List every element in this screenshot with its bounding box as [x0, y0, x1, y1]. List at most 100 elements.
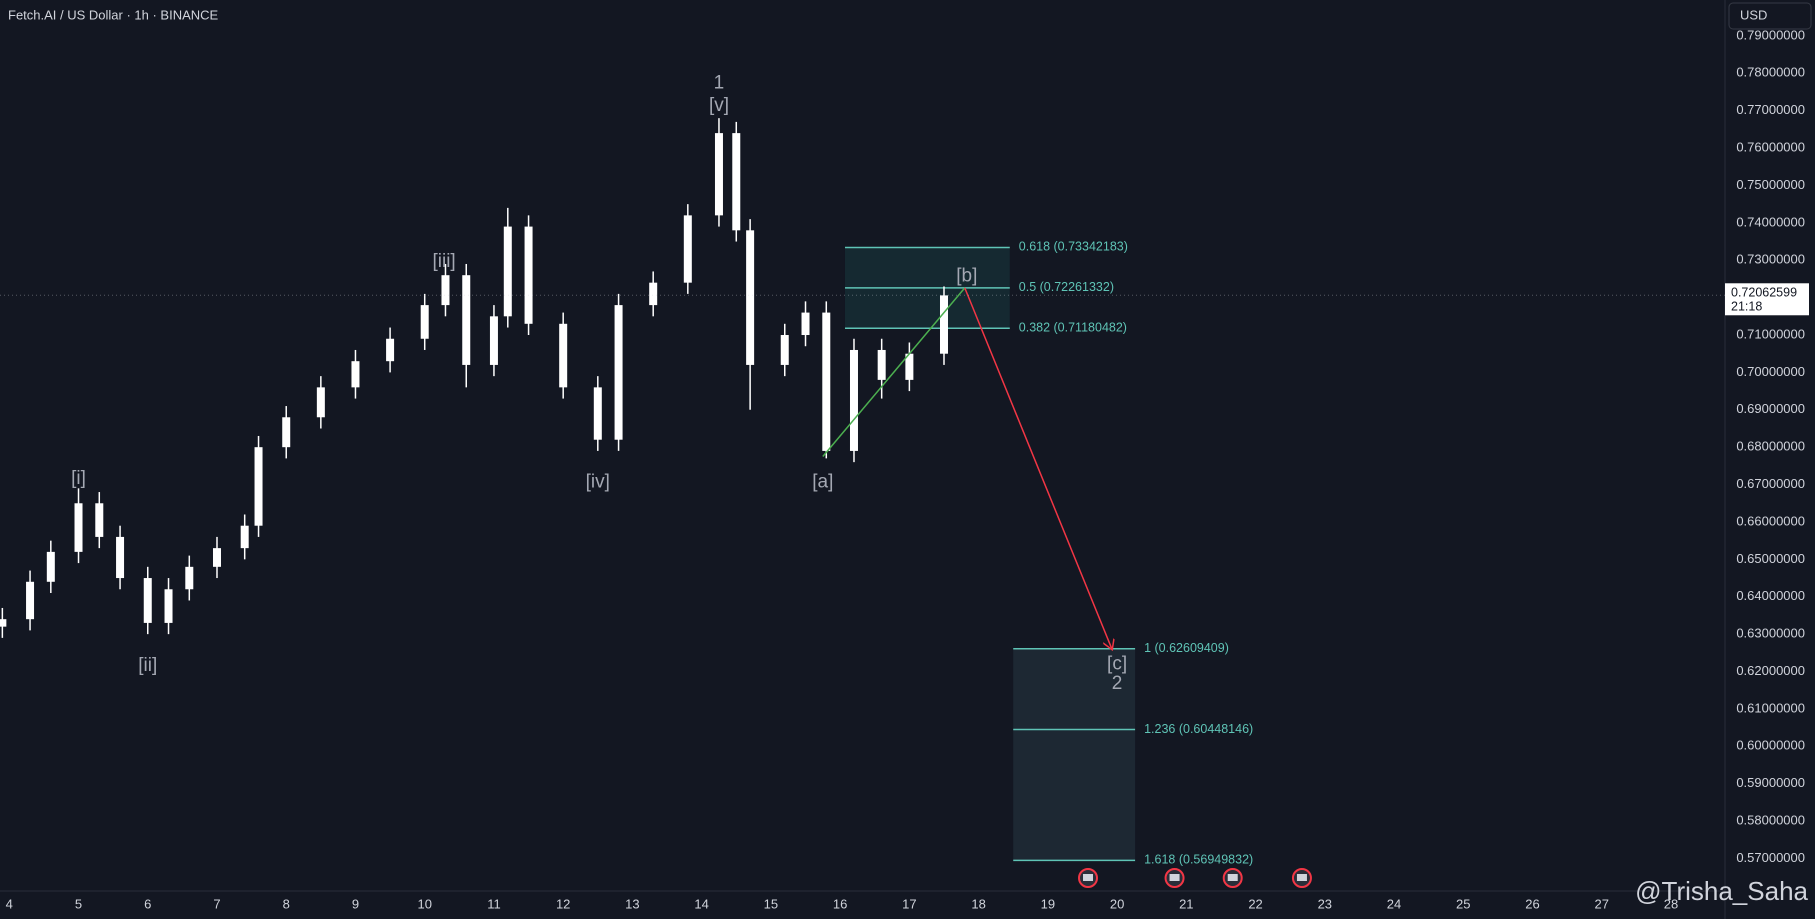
x-tick-label: 5 [75, 896, 82, 911]
fib-label: 0.382 (0.71180482) [1019, 321, 1127, 335]
y-tick-label: 0.66000000 [1736, 513, 1805, 528]
wave-label: [i] [71, 468, 86, 489]
y-tick-label: 0.75000000 [1736, 177, 1805, 192]
x-tick-label: 23 [1318, 896, 1332, 911]
x-tick-label: 17 [902, 896, 916, 911]
candle-body [240, 525, 249, 549]
candle-body [649, 282, 658, 306]
y-tick-label: 0.67000000 [1736, 476, 1805, 491]
wave-label: 1 [714, 72, 725, 93]
fib-label: 0.618 (0.73342183) [1019, 240, 1128, 254]
wave-label: [a] [812, 472, 833, 493]
wave-label: [ii] [138, 655, 157, 676]
wave-label: [iii] [432, 251, 455, 272]
candle-body [282, 417, 291, 448]
y-tick-label: 0.73000000 [1736, 252, 1805, 267]
currency-label[interactable]: USD [1740, 7, 1767, 22]
y-tick-label: 0.63000000 [1736, 626, 1805, 641]
candle-body [143, 578, 152, 623]
y-tick-label: 0.74000000 [1736, 214, 1805, 229]
candle-body [46, 551, 55, 582]
fib-zone [1013, 648, 1136, 861]
candle-body [254, 447, 263, 526]
y-tick-label: 0.68000000 [1736, 439, 1805, 454]
candle-body [95, 503, 104, 537]
arrow-line [964, 287, 1112, 650]
trend-line [822, 287, 966, 458]
countdown-label: 21:18 [1731, 300, 1762, 314]
candle-body [116, 536, 125, 579]
wave-label: [v] [709, 95, 729, 116]
x-tick-label: 14 [694, 896, 708, 911]
y-tick-label: 0.58000000 [1736, 813, 1805, 828]
y-tick-label: 0.78000000 [1736, 65, 1805, 80]
x-tick-label: 25 [1456, 896, 1470, 911]
candle-body [351, 361, 360, 388]
candle-body [420, 305, 429, 339]
candle-body [386, 338, 395, 362]
wave-label: [c] [1107, 653, 1127, 674]
last-price-box [1725, 283, 1809, 316]
y-tick-label: 0.77000000 [1736, 102, 1805, 117]
candle-body [462, 275, 471, 365]
y-tick-label: 0.62000000 [1736, 663, 1805, 678]
candle-body [212, 548, 221, 567]
x-tick-label: 9 [352, 896, 359, 911]
candle-body [0, 619, 7, 627]
x-tick-label: 27 [1595, 896, 1609, 911]
y-tick-label: 0.59000000 [1736, 775, 1805, 790]
x-tick-label: 28 [1664, 896, 1678, 911]
event-flag [1169, 874, 1180, 881]
candle-body [939, 295, 948, 354]
x-tick-label: 16 [833, 896, 847, 911]
x-tick-label: 6 [144, 896, 151, 911]
x-tick-label: 15 [764, 896, 778, 911]
x-tick-label: 20 [1110, 896, 1124, 911]
y-tick-label: 0.76000000 [1736, 140, 1805, 155]
event-flag [1083, 874, 1094, 881]
x-tick-label: 10 [417, 896, 431, 911]
currency-button[interactable] [1728, 2, 1812, 30]
x-tick-label: 21 [1179, 896, 1193, 911]
fib-label: 1.618 (0.56949832) [1144, 853, 1253, 867]
candle-body [74, 503, 83, 552]
candle-body [316, 387, 325, 418]
candle-body [849, 349, 858, 451]
y-tick-label: 0.65000000 [1736, 551, 1805, 566]
candle-body [489, 316, 498, 365]
candle-body [877, 349, 886, 380]
event-flag [1227, 874, 1238, 881]
y-tick-label: 0.69000000 [1736, 401, 1805, 416]
candle-body [503, 226, 512, 317]
candle-body [559, 323, 568, 388]
candle-body [746, 230, 755, 365]
watermark: @Trisha_Saha [1635, 876, 1808, 906]
y-tick-label: 0.61000000 [1736, 700, 1805, 715]
candle-body [164, 589, 173, 623]
wave-label: 2 [1112, 673, 1123, 694]
wave-label: [iv] [586, 472, 610, 493]
event-flag [1296, 874, 1307, 881]
fib-label: 1.236 (0.60448146) [1144, 722, 1253, 736]
candle-body [441, 275, 450, 306]
candle-body [614, 305, 623, 440]
x-tick-label: 4 [6, 896, 13, 911]
y-tick-label: 0.79000000 [1736, 27, 1805, 42]
y-tick-label: 0.64000000 [1736, 588, 1805, 603]
x-tick-label: 11 [487, 896, 501, 911]
candle-body [26, 581, 35, 620]
x-tick-label: 13 [625, 896, 639, 911]
candle-body [524, 226, 533, 324]
x-tick-label: 18 [971, 896, 985, 911]
candle-body [714, 133, 723, 216]
candle-body [801, 312, 810, 336]
candle-body [683, 215, 692, 283]
symbol-title: Fetch.AI / US Dollar · 1h · BINANCE [8, 7, 219, 22]
last-price-label: 0.72062599 [1731, 286, 1797, 300]
y-tick-label: 0.57000000 [1736, 850, 1805, 865]
x-tick-label: 7 [213, 896, 220, 911]
candle-body [822, 312, 831, 451]
fib-label: 1 (0.62609409) [1144, 641, 1229, 655]
